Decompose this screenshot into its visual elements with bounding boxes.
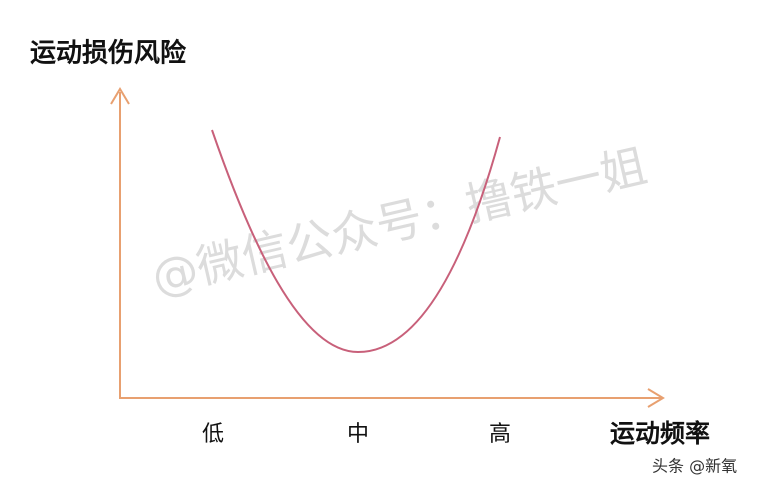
level-label: 高 (489, 422, 511, 447)
x-axis-label: 运动频率 (610, 419, 710, 448)
y-axis-label: 运动损伤风险 (30, 38, 187, 69)
y-axis-arrow (110, 87, 130, 105)
x-axis-arrow (647, 388, 665, 408)
footer: 头条 @新氧 (652, 457, 737, 476)
watermark: @微信公众号：撸铁一姐 (147, 138, 652, 304)
level-label: 中 (347, 422, 369, 447)
risk-curve (211, 129, 501, 354)
level-label: 低 (202, 422, 224, 447)
